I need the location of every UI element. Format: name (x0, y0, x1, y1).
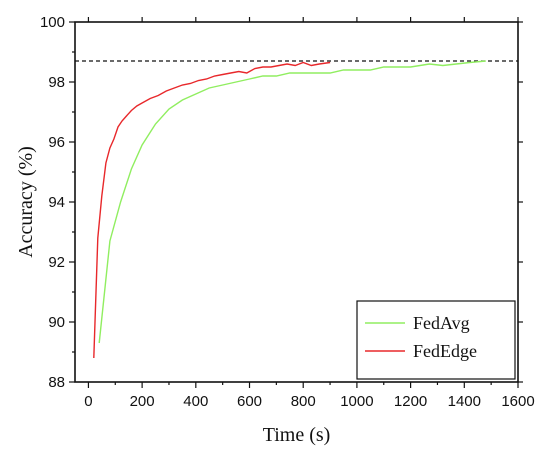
legend-box (356, 300, 516, 380)
legend-label-fededge: FedEdge (413, 341, 477, 361)
x-tick-label: 400 (183, 393, 208, 410)
x-tick-label: 1000 (340, 393, 373, 410)
legend: FedAvg FedEdge (356, 300, 516, 380)
series-line-fedavg (98, 60, 486, 344)
x-tick-label: 1600 (501, 393, 534, 410)
series-line-fededge (93, 61, 331, 359)
axes: 0 200 400 600 800 1000 1200 1400 1600 88 90 92 94 96 9… (40, 14, 535, 410)
plot-area (75, 60, 518, 359)
x-tick-label: 1400 (448, 393, 481, 410)
y-tick-label: 94 (48, 194, 65, 211)
x-tick-label: 1200 (394, 393, 427, 410)
y-tick-label: 92 (48, 254, 65, 271)
y-tick-label: 98 (48, 74, 65, 91)
x-tick-label: 0 (84, 393, 92, 410)
x-tick-label: 600 (237, 393, 262, 410)
x-axis-title: Time (s) (263, 424, 331, 446)
x-tick-label: 800 (291, 393, 316, 410)
y-tick-label: 96 (48, 134, 65, 151)
legend-label-fedavg: FedAvg (413, 313, 470, 333)
y-tick-label: 88 (48, 374, 65, 391)
y-tick-label: 100 (40, 14, 65, 31)
y-axis-title: Accuracy (%) (15, 146, 37, 258)
x-tick-label: 200 (130, 393, 155, 410)
y-tick-label: 90 (48, 314, 65, 331)
